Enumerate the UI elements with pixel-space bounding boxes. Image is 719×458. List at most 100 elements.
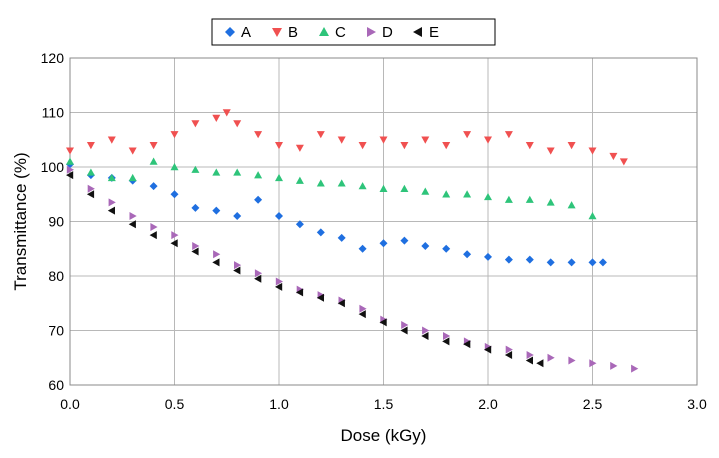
point-A [358,244,367,253]
point-B [295,144,304,152]
point-B [421,136,430,144]
point-E [442,337,450,346]
point-B [212,114,221,122]
point-C [254,171,263,179]
point-E [484,345,492,354]
x-tick-label: 3.0 [687,396,707,412]
point-B [170,131,179,139]
point-B [379,136,388,144]
legend-marker-E [413,27,422,37]
point-C [316,179,325,187]
point-B [442,142,451,150]
y-tick-label: 120 [41,50,65,66]
data-points [66,109,639,373]
point-E [295,288,304,297]
point-D [129,212,137,221]
point-C [588,212,597,220]
point-B [358,142,367,150]
point-B [149,142,158,150]
point-A [233,212,242,221]
point-A [567,258,576,267]
point-B [275,142,283,150]
point-B [191,120,200,128]
point-D [171,231,179,240]
point-C [337,179,346,187]
point-C [191,165,200,173]
point-B [128,147,137,155]
point-C [358,182,367,190]
legend-marker-A [225,27,235,37]
point-A [149,182,158,191]
point-E [66,171,74,180]
x-tick-label: 0.5 [165,396,185,412]
point-B [337,136,346,144]
point-C [400,184,409,192]
legend-label-C: C [335,24,346,41]
point-E [463,340,471,349]
point-A [421,242,430,251]
legend-label-D: D [382,24,393,41]
point-C [442,190,451,198]
point-C [233,168,242,176]
point-D [275,277,283,286]
point-E [254,274,262,283]
point-B [86,142,95,150]
point-D [610,361,618,370]
y-axis-label: Transmittance (%) [11,152,30,290]
point-B [233,120,242,128]
point-C [567,201,576,209]
point-B [222,109,231,117]
legend-marker-C [319,27,329,36]
point-E [379,318,387,327]
point-C [212,168,221,176]
x-tick-label: 2.0 [478,396,498,412]
point-E [400,326,408,335]
point-D [401,321,409,330]
point-E [128,220,136,229]
legend-label-E: E [429,24,439,41]
legend-label-A: A [241,24,251,41]
point-C [484,192,492,201]
point-B [484,136,492,144]
point-C [525,195,534,203]
x-axis-ticks: 0.0 0.5 1.0 1.5 2.0 2.5 3.0 [60,396,707,412]
point-A [546,258,555,267]
point-E [86,190,95,199]
point-C [379,184,388,192]
point-A [191,203,200,212]
point-D [568,356,576,365]
point-A [484,252,492,261]
point-E [536,359,544,368]
point-A [170,190,179,199]
point-C [463,190,472,198]
point-A [275,212,283,221]
series-B [66,109,628,166]
point-E [337,299,345,308]
point-C [66,157,74,165]
point-A [295,220,304,229]
point-C [86,168,95,176]
point-A [504,255,513,264]
point-D [234,261,242,270]
point-A [212,206,221,215]
point-B [400,142,409,150]
point-E [233,266,241,275]
y-tick-label: 110 [42,105,65,121]
point-E [107,206,115,215]
point-A [598,258,607,267]
x-tick-label: 0.0 [60,396,80,412]
legend-label-B: B [288,24,298,41]
point-B [107,136,116,144]
point-C [149,157,158,165]
legend-box [211,18,496,46]
series-E [66,171,544,368]
point-C [295,176,304,184]
point-C [504,195,513,203]
point-E [316,293,324,302]
legend-marker-D [367,27,376,37]
point-C [546,198,555,206]
point-D [254,269,263,278]
x-axis-label: Dose (kGy) [341,426,427,445]
point-A [442,244,451,253]
